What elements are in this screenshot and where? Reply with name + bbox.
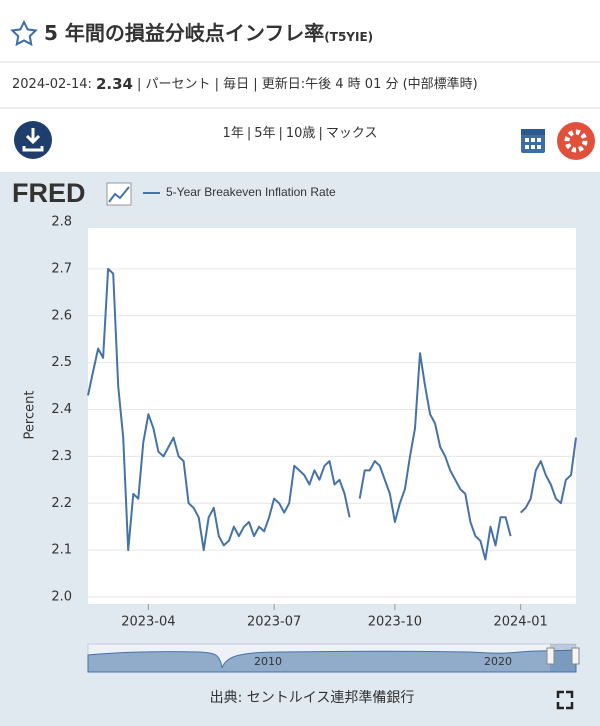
navigator-series [87,649,577,673]
calendar-button[interactable] [521,129,545,153]
x-tick-label: 2023-10 [368,615,422,630]
y-tick-label: 2.0 [51,590,72,605]
navigator-label: 2020 [484,655,512,668]
y-tick-label: 2.2 [51,496,72,511]
x-tick-label: 2023-04 [121,615,175,630]
range-separator: | [318,126,322,141]
plot-area [88,228,576,604]
x-tick-label: 2023-07 [247,615,301,630]
y-tick-label: 2.7 [51,261,72,276]
series-id: (T5YIE) [324,30,373,44]
title-text: 5 年間の損益分岐点インフレ率 [44,21,324,45]
range-option[interactable]: 5年 [254,126,275,141]
source-note: 出典: セントルイス連邦準備銀行 [210,690,415,706]
plot: 2.0 2.1 2.2 2.3 2.4 2.5 2.6 2.7 2.8 2023-04 2023-0… [51,215,577,630]
legend-label: 5-Year Breakeven Inflation Rate [166,185,336,199]
fullscreen-button[interactable] [556,690,574,710]
range-separator: | [279,126,283,141]
x-tick-label: 2024-01 [493,615,547,630]
info-date: 2024-02-14: [12,77,92,92]
info-value: 2.34 [96,75,133,93]
range-option[interactable]: 1年 [223,126,244,141]
y-tick-label: 2.3 [51,449,72,464]
range-option[interactable]: マックス [326,126,378,141]
range-separator: | [247,126,251,141]
y-tick-label: 2.4 [51,402,72,417]
y-axis-label: Percent [23,391,38,440]
logo-icon [106,182,132,206]
info-line: 2024-02-14: 2.34 | パーセント | 毎日 | 更新日:午後 4 時… [12,75,478,93]
y-tick-label: 2.6 [51,308,72,323]
favorite-star[interactable] [10,19,38,47]
download-button[interactable] [14,121,52,159]
y-tick-label: 2.8 [51,215,72,230]
y-tick-label: 2.5 [51,355,72,370]
page-title: 5 年間の損益分岐点インフレ率(T5YIE) [44,21,373,45]
navigator-handle[interactable] [546,647,555,665]
y-tick-label: 2.1 [51,543,72,558]
fred-logo: FRED [12,178,86,208]
range-option[interactable]: 10歳 [286,126,316,141]
range-selector: 1年 | 5年 | 10歳 | マックス [223,126,378,141]
data-line [87,267,577,561]
navigator-handle[interactable] [571,647,580,665]
settings-button[interactable] [557,122,595,160]
navigator-label: 2010 [254,655,282,668]
info-details: | パーセント | 毎日 | 更新日:午後 4 時 01 分 (中部標準時) [137,76,478,92]
